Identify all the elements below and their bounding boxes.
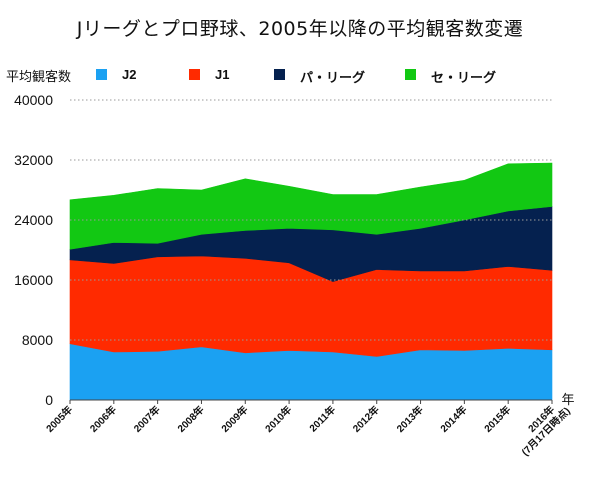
x-axis-unit-label: 年 xyxy=(561,393,574,408)
legend-label-central-league: セ・リーグ xyxy=(431,70,497,85)
chart-legend: J2 J1 パ・リーグ セ・リーグ xyxy=(0,67,600,87)
x-tick-label: 2010年 xyxy=(262,403,294,435)
area-series-j2 xyxy=(69,343,553,401)
y-tick-label: 32000 xyxy=(14,152,53,168)
legend-swatch-j1 xyxy=(189,69,200,80)
legend-swatch-pacific-league xyxy=(274,69,285,80)
area-series-central-league xyxy=(69,162,553,250)
y-tick-label: 16000 xyxy=(14,272,53,288)
y-tick-label: 24000 xyxy=(14,212,53,228)
legend-label-j2: J2 xyxy=(122,67,137,82)
x-tick-label: 2011年 xyxy=(306,403,338,435)
x-tick-label: 2009年 xyxy=(218,403,250,435)
legend-swatch-j2 xyxy=(96,69,107,80)
y-tick-label: 0 xyxy=(45,392,53,408)
x-tick-label: 2015年 xyxy=(481,403,513,435)
x-tick-label: 2006年 xyxy=(87,403,119,435)
legend-label-j1: J1 xyxy=(215,67,230,82)
legend-label-pacific-league: パ・リーグ xyxy=(300,70,366,85)
x-tick-label: 2014年 xyxy=(437,403,469,435)
y-tick-label: 40000 xyxy=(14,92,53,108)
x-tick-label: 2013年 xyxy=(394,403,426,435)
y-axis-label: 平均観客数 xyxy=(6,70,72,85)
legend-swatch-central-league xyxy=(405,69,416,80)
x-tick-label: 2007年 xyxy=(131,403,163,435)
y-tick-label: 8000 xyxy=(22,332,53,348)
x-tick-label: 2012年 xyxy=(350,403,382,435)
x-tick-label: 2008年 xyxy=(175,403,207,435)
chart-title: Jリーグとプロ野球、2005年以降の平均観客数変遷 xyxy=(76,18,524,40)
